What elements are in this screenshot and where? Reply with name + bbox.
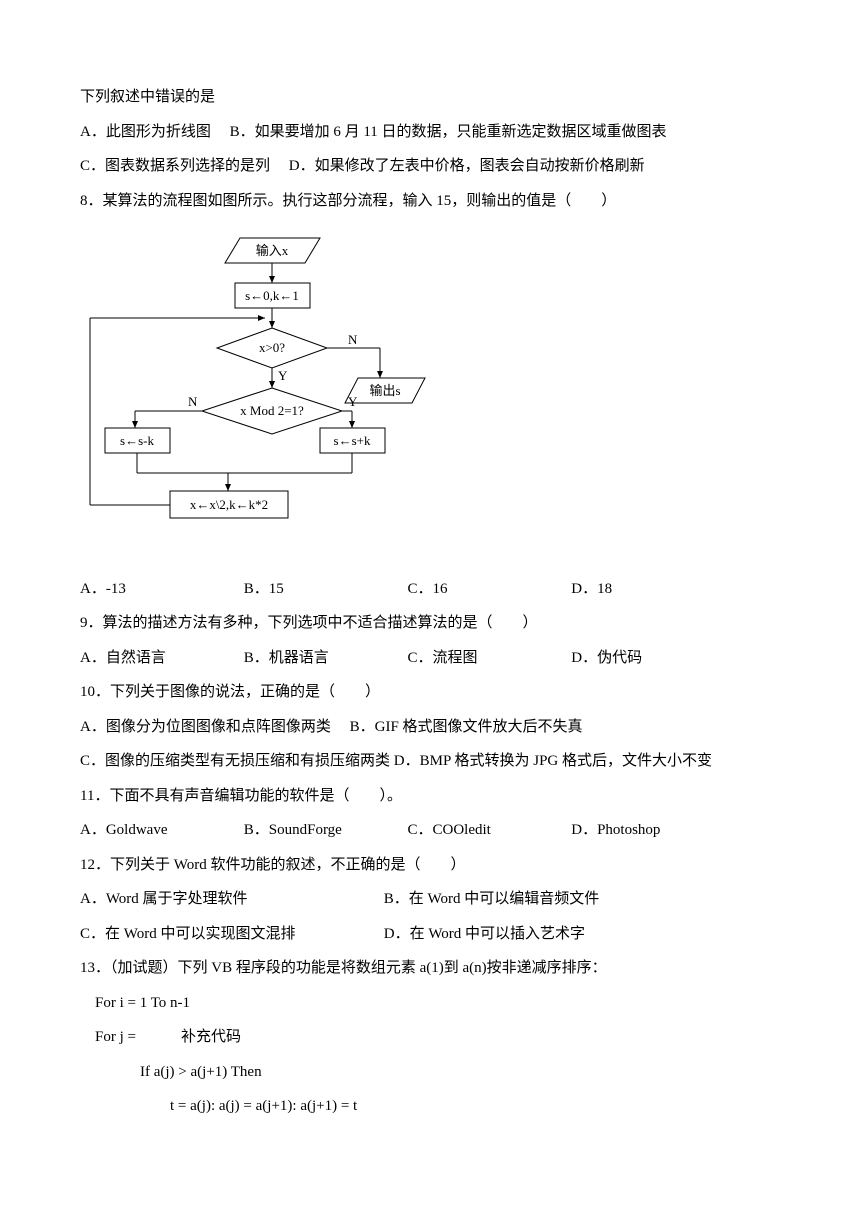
q13-code-l3: If a(j) > a(j+1) Then — [80, 1055, 800, 1090]
node-output: 输出s — [369, 383, 400, 398]
q12-C: C．在 Word 中可以实现图文混排 — [80, 917, 380, 952]
q10-D: D．BMP 格式转换为 JPG 格式后，文件大小不变 — [394, 753, 712, 769]
q12-line1: A．Word 属于字处理软件 B．在 Word 中可以编辑音频文件 — [80, 882, 800, 917]
q10-line1: A．图像分为位图图像和点阵图像两类 B．GIF 格式图像文件放大后不失真 — [80, 710, 800, 745]
cond1-no: N — [348, 332, 358, 347]
q13-code-l2: For j = 补充代码 — [80, 1020, 800, 1055]
q9-B: B．机器语言 — [244, 641, 404, 676]
q9-options: A．自然语言 B．机器语言 C．流程图 D．伪代码 — [80, 641, 800, 676]
node-update: x←x\2,k←k*2 — [190, 497, 268, 512]
flowchart: 输入x s←0,k←1 x>0? N 输出s Y x Mod 2=1? N Y … — [80, 228, 800, 562]
q8-A: A．-13 — [80, 572, 240, 607]
q10-C: C．图像的压缩类型有无损压缩和有损压缩两类 — [80, 753, 390, 769]
q11-C: C．COOledit — [408, 813, 568, 848]
cond2-no: N — [188, 394, 198, 409]
node-sminus: s←s-k — [120, 433, 154, 448]
q11-A: A．Goldwave — [80, 813, 240, 848]
q8-options: A．-13 B．15 C．16 D．18 — [80, 572, 800, 607]
q8-B: B．15 — [244, 572, 404, 607]
q7-prompt: 下列叙述中错误的是 — [80, 80, 800, 115]
q12-D: D．在 Word 中可以插入艺术字 — [384, 926, 585, 942]
node-cond2: x Mod 2=1? — [240, 403, 304, 418]
q11-D: D．Photoshop — [571, 813, 660, 848]
q10-line2: C．图像的压缩类型有无损压缩和有损压缩两类 D．BMP 格式转换为 JPG 格式… — [80, 744, 800, 779]
node-init: s←0,k←1 — [245, 288, 299, 303]
node-input: 输入x — [256, 243, 289, 258]
q12-line2: C．在 Word 中可以实现图文混排 D．在 Word 中可以插入艺术字 — [80, 917, 800, 952]
q7-D: D．如果修改了左表中价格，图表会自动按新价格刷新 — [289, 158, 645, 174]
q11-prompt: 11．下面不具有声音编辑功能的软件是（ ）。 — [80, 779, 800, 814]
q7-B: B．如果要增加 6 月 11 日的数据，只能重新选定数据区域重做图表 — [230, 124, 667, 140]
q12-prompt: 12．下列关于 Word 软件功能的叙述，不正确的是（ ） — [80, 848, 800, 883]
q8-C: C．16 — [408, 572, 568, 607]
q9-C: C．流程图 — [408, 641, 568, 676]
q13-prompt: 13．（加试题）下列 VB 程序段的功能是将数组元素 a(1)到 a(n)按非递… — [80, 951, 800, 986]
q11-options: A．Goldwave B．SoundForge C．COOledit D．Pho… — [80, 813, 800, 848]
q10-A: A．图像分为位图图像和点阵图像两类 — [80, 719, 331, 735]
q7-option-line1: A．此图形为折线图 B．如果要增加 6 月 11 日的数据，只能重新选定数据区域… — [80, 115, 800, 150]
node-cond1: x>0? — [259, 340, 285, 355]
q10-prompt: 10．下列关于图像的说法，正确的是（ ） — [80, 675, 800, 710]
q13-code-l1: For i = 1 To n-1 — [80, 986, 800, 1021]
q7-option-line2: C．图表数据系列选择的是列 D．如果修改了左表中价格，图表会自动按新价格刷新 — [80, 149, 800, 184]
q11-B: B．SoundForge — [244, 813, 404, 848]
q7-A: A．此图形为折线图 — [80, 124, 211, 140]
q8-D: D．18 — [571, 572, 612, 607]
q9-prompt: 9．算法的描述方法有多种，下列选项中不适合描述算法的是（ ） — [80, 606, 800, 641]
q13-code-l4: t = a(j): a(j) = a(j+1): a(j+1) = t — [80, 1089, 800, 1124]
cond1-yes: Y — [278, 368, 288, 383]
q8-prompt: 8．某算法的流程图如图所示。执行这部分流程，输入 15，则输出的值是（ ） — [80, 184, 800, 219]
cond2-yes: Y — [348, 394, 358, 409]
q7-C: C．图表数据系列选择的是列 — [80, 158, 270, 174]
node-splus: s←s+k — [334, 433, 371, 448]
q9-A: A．自然语言 — [80, 641, 240, 676]
q12-A: A．Word 属于字处理软件 — [80, 882, 380, 917]
q12-B: B．在 Word 中可以编辑音频文件 — [384, 891, 599, 907]
flowchart-svg: 输入x s←0,k←1 x>0? N 输出s Y x Mod 2=1? N Y … — [80, 228, 450, 548]
q10-B: B．GIF 格式图像文件放大后不失真 — [350, 719, 583, 735]
q9-D: D．伪代码 — [571, 641, 642, 676]
